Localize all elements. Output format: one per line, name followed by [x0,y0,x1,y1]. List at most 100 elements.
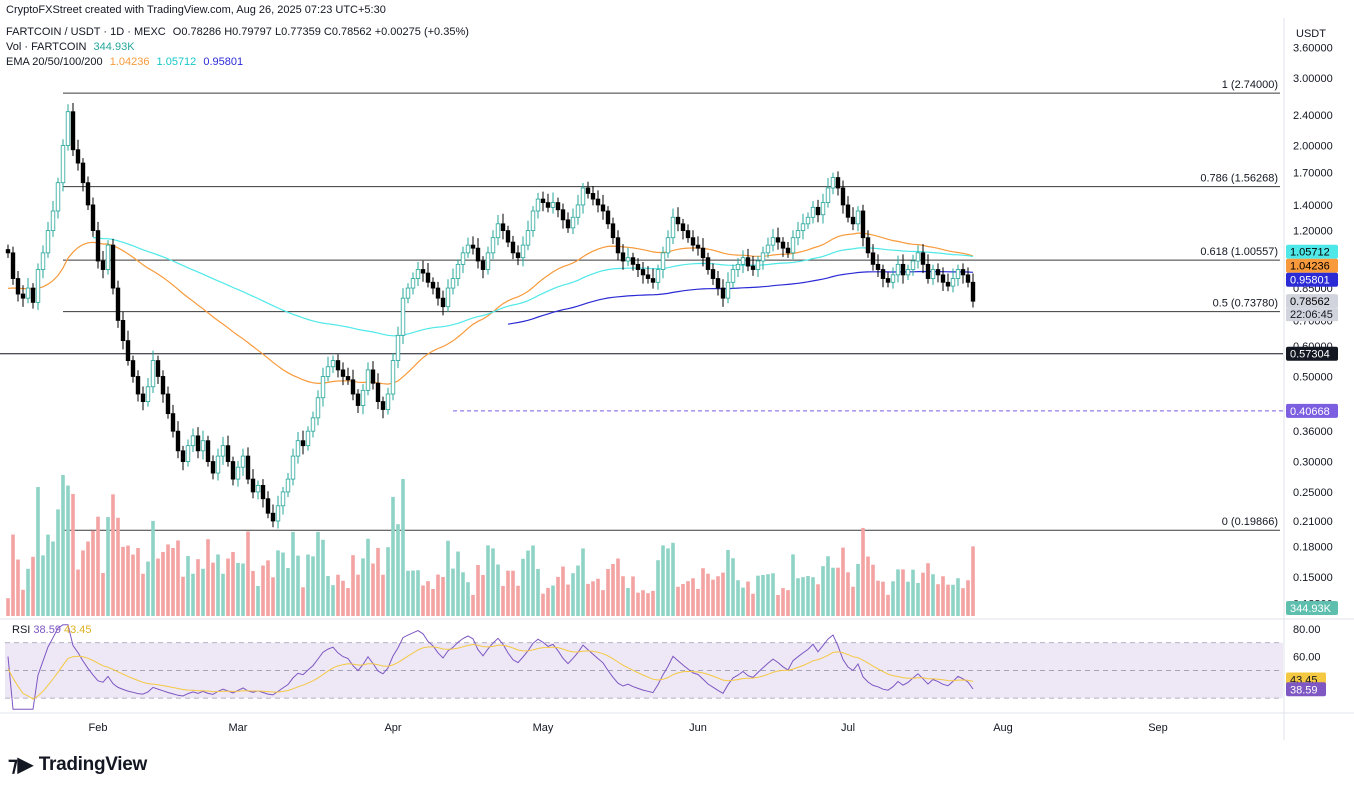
candle-body [945,281,951,287]
candle-body [425,272,431,283]
candle-body [590,193,596,200]
volume-bar [831,567,835,616]
ema-legend[interactable]: EMA 20/50/100/200 1.04236 1.05712 0.9580… [6,56,243,68]
volume-legend[interactable]: Vol · FARTCOIN 344.93K [6,41,135,53]
volume-bar [311,556,315,616]
candle-body [810,206,816,218]
candle-body [620,252,626,262]
candle-body [750,265,756,270]
candle-body [440,297,446,308]
ema50-value: 1.04236 [109,56,150,68]
candle-body [315,397,321,419]
volume-bar [446,540,450,616]
candle-body [80,162,86,184]
volume-bar [151,520,155,616]
volume-bar [36,487,40,616]
candle-body [930,269,936,279]
time-tick-label: Aug [993,722,1013,734]
volume-bar [41,555,45,616]
candle-body [445,287,451,308]
price-tick-label: 2.00000 [1293,141,1333,153]
rsi-badge-text: 38.59 [1290,684,1318,696]
rsi-pane[interactable]: 80.00 60.00 [5,624,1321,710]
candle-body [70,111,76,151]
volume-bar [906,581,910,616]
time-tick-label: Mar [229,722,248,734]
candle-body [595,198,601,206]
candle-body [50,210,56,232]
candle-body [435,287,441,299]
volume-bar [416,570,420,616]
price-tick-label: 0.18000 [1293,542,1333,554]
candle-body [680,223,686,232]
candle-body [230,461,236,480]
volume-bar [751,593,755,616]
candlesticks[interactable] [5,102,976,529]
volume-bar [766,574,770,616]
volume-bar [501,586,505,616]
volume-bar [721,572,725,616]
candle-body [320,376,326,399]
volume-bar [671,542,675,616]
volume-bar [136,548,140,616]
candle-body [405,287,411,299]
volume-bar [326,576,330,616]
high-value: H0.79797 [224,26,272,38]
volume-bar [161,552,165,616]
candle-body [845,204,851,218]
volume-bar [176,540,180,616]
rsi-legend[interactable]: RSI 38.59 43.45 [12,624,92,636]
candle-body [200,440,206,452]
volume-bar [956,578,960,616]
price-tick-label: 2.40000 [1293,110,1333,122]
volume-bar [216,554,220,616]
candle-body [205,440,211,462]
volume-bar [101,573,105,616]
volume-bar [886,594,890,616]
volume-bar [281,552,285,616]
candle-body [850,216,856,225]
candle-body [35,269,41,303]
candle-body [650,278,656,283]
time-tick-label: Feb [89,722,108,734]
volume-bar [156,558,160,616]
ema200-value: 0.95801 [203,56,244,68]
grid [0,18,1354,740]
candle-body [560,209,566,221]
candle-body [950,278,956,287]
price-badge-text: 0.78562 [1290,296,1330,308]
volume-bar [431,588,435,616]
candle-body [820,202,826,216]
volume-bar [581,548,585,616]
price-axis[interactable]: 3.60000 3.00000 2.40000 2.00000 1.70000 1.400… [1293,43,1333,611]
candle-body [530,210,536,232]
price-tick-label: 3.00000 [1293,73,1333,85]
volume-bar [171,548,175,616]
time-axis[interactable]: Feb Mar Apr May Jun Jul Aug Sep [89,722,1168,734]
volume-bar [836,567,840,616]
candle-body [485,252,491,270]
volume-bar [316,531,320,616]
volume-bar [551,585,555,616]
candle-body [430,281,436,289]
volume-bar [221,573,225,616]
volume-bar [361,558,365,616]
rsi-ma-value: 43.45 [64,624,92,636]
volume-bar [401,479,405,616]
symbol-name[interactable]: FARTCOIN / USDT · 1D · MEXC [6,26,166,38]
candle-body [665,237,671,254]
fib-level-label: 0.618 (1.00557) [1200,246,1278,258]
candle-body [310,417,316,432]
volume-bar [611,564,615,616]
volume-bar [436,574,440,616]
currency-label[interactable]: USDT [1296,28,1326,40]
volume-bar [911,569,915,616]
tradingview-logo[interactable]: ⁊▶ TradingView [8,752,147,777]
volume-bar [51,541,55,616]
volume-bar [641,590,645,616]
candle-body [285,478,291,493]
candle-body [355,393,361,406]
volume-bar [761,575,765,616]
candle-body [785,247,791,254]
